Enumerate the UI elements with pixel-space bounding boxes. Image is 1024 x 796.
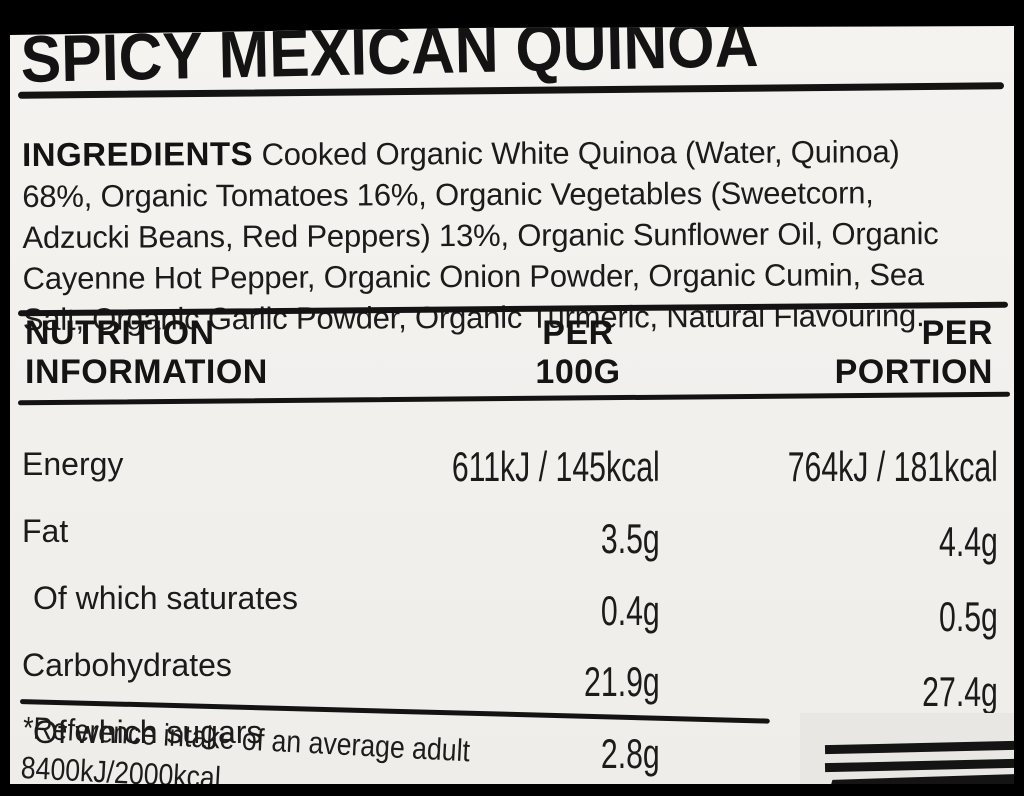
nutrition-info-header: NUTRITION INFORMATION <box>25 314 268 391</box>
nutrient-label-sugars: Of which sugars <box>33 713 263 750</box>
nutrient-labels-column: Energy Fat Of which saturates Carbohydra… <box>22 415 298 784</box>
reference-intake-footnote: *Reference intake of an average adult 840… <box>20 708 471 784</box>
label-paper: SPICY MEXICAN QUINOA INGREDIENTS Cooked … <box>10 26 1014 784</box>
per-100g-energy: 611kJ / 145kcal <box>452 442 660 490</box>
per-portion-fat: 4.4g <box>939 518 998 566</box>
per-100g-saturates: 0.4g <box>601 586 660 634</box>
per-100g-header: PER 100G <box>535 314 621 391</box>
nutrient-label-energy: Energy <box>22 446 124 483</box>
nutrient-label-fat: Fat <box>22 513 69 550</box>
barcode-stripe <box>824 740 1014 755</box>
divider-below-header <box>17 391 1011 406</box>
per-portion-carbohydrates: 27.4g <box>922 667 998 715</box>
barcode-corner-panel <box>800 713 1014 784</box>
nutrient-label-saturates: Of which saturates <box>33 580 298 616</box>
nutrient-label-fibre: Fibre <box>22 781 298 784</box>
ingredients-heading: INGREDIENTS <box>22 134 254 173</box>
per-portion-energy: 764kJ / 181kcal <box>787 443 998 491</box>
barcode-stripe <box>824 758 1014 773</box>
per-100g-values-column: 611kJ / 145kcal 3.5g 0.4g 21.9g 2.8g 4.1… <box>452 413 660 784</box>
barcode-stripe-thick <box>823 773 1014 784</box>
per-100g-fat: 3.5g <box>601 514 660 562</box>
per-100g-carbohydrates: 21.9g <box>584 658 660 706</box>
footnote-line2: 8400kJ/2000kcal <box>19 749 222 784</box>
per-100g-sugars: 2.8g <box>601 730 660 778</box>
per-portion-saturates: 0.5g <box>939 593 998 641</box>
per-portion-header: PER PORTION <box>834 314 993 391</box>
nutrient-label-carbohydrates: Carbohydrates <box>22 646 232 683</box>
